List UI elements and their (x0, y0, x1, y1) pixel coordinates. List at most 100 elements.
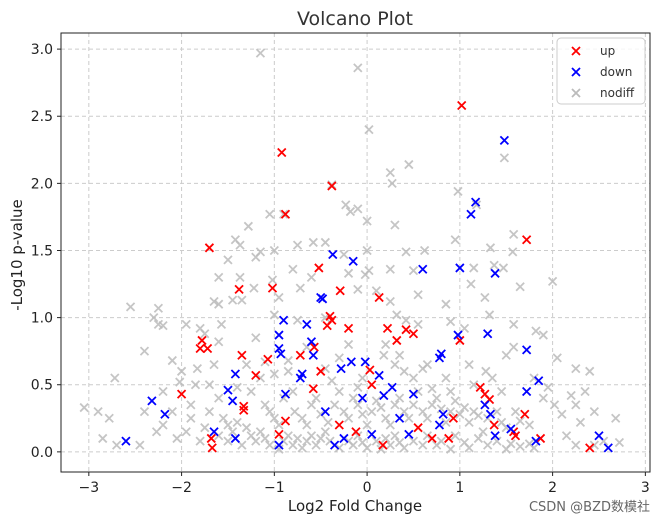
data-point-nodiff (190, 380, 201, 390)
data-point-nodiff (353, 382, 363, 393)
series-up (176, 100, 595, 453)
data-point-nodiff (371, 286, 382, 296)
data-point-nodiff (158, 420, 168, 430)
data-point-down (348, 256, 358, 266)
data-point-up (334, 420, 344, 430)
data-point-down (408, 389, 419, 399)
data-point-nodiff (357, 373, 368, 383)
data-point-nodiff (362, 216, 372, 226)
data-point-nodiff (218, 413, 228, 423)
data-point-down (295, 373, 305, 383)
data-point-up (427, 433, 437, 444)
data-point-down (531, 436, 541, 446)
data-point-nodiff (278, 209, 289, 219)
data-point-nodiff (195, 436, 205, 446)
data-point-nodiff (399, 406, 409, 417)
plot-frame (60, 32, 651, 473)
data-point-nodiff (473, 433, 484, 444)
data-point-nodiff (481, 366, 491, 376)
data-point-nodiff (181, 427, 191, 437)
data-point-nodiff (327, 376, 337, 386)
data-point-down (387, 382, 397, 393)
data-point-nodiff (418, 406, 428, 417)
data-point-nodiff (509, 229, 519, 240)
data-point-down (320, 406, 330, 417)
data-point-nodiff (297, 413, 307, 423)
data-point-nodiff (445, 444, 456, 454)
data-point-nodiff (364, 125, 374, 135)
data-point-nodiff (302, 420, 312, 430)
data-point-nodiff (223, 420, 233, 430)
data-point-nodiff (306, 272, 317, 282)
data-point-nodiff (288, 386, 298, 397)
watermark-text: CSDN @BZD数模社 (529, 499, 650, 515)
data-point-nodiff (306, 400, 317, 410)
data-point-up (343, 323, 354, 333)
x-tick-label: 3 (641, 480, 650, 496)
data-point-nodiff (255, 48, 266, 58)
data-point-down (455, 263, 465, 273)
data-point-nodiff (269, 245, 279, 256)
data-point-nodiff (235, 240, 245, 250)
data-point-nodiff (274, 292, 284, 303)
data-point-nodiff (571, 400, 581, 410)
data-point-nodiff (485, 243, 496, 253)
data-point-down (438, 409, 448, 419)
data-point-nodiff (216, 319, 227, 329)
data-point-nodiff (158, 321, 168, 331)
data-point-nodiff (93, 406, 103, 417)
data-point-nodiff (125, 302, 136, 312)
data-point-down (306, 337, 317, 347)
data-point-up (520, 409, 530, 419)
y-axis-label: -Log10 p-value (8, 199, 26, 311)
data-point-down (434, 353, 445, 363)
data-point-nodiff (385, 167, 395, 178)
data-point-up (234, 284, 244, 295)
data-point-nodiff (469, 380, 479, 390)
data-point-nodiff (419, 245, 430, 256)
data-point-nodiff (445, 406, 456, 417)
data-point-nodiff (283, 431, 293, 441)
data-point-nodiff (343, 413, 354, 423)
data-point-down (336, 363, 346, 374)
data-point-nodiff (480, 292, 490, 303)
data-point-up (280, 416, 291, 426)
data-point-nodiff (237, 295, 247, 305)
data-point-up (327, 181, 337, 191)
data-point-nodiff (158, 386, 168, 397)
data-point-down (209, 427, 219, 437)
series-down (121, 135, 613, 453)
data-point-nodiff (329, 400, 340, 410)
data-point-nodiff (357, 409, 368, 419)
data-point-nodiff (413, 290, 423, 300)
data-point-up (204, 243, 215, 253)
data-point-up (322, 321, 332, 331)
data-point-up (378, 440, 388, 450)
data-point-nodiff (175, 377, 185, 387)
legend-marker-nodiff (571, 88, 581, 98)
data-point-nodiff (360, 270, 370, 280)
data-point-nodiff (524, 420, 535, 430)
data-point-nodiff (139, 346, 150, 356)
data-point-nodiff (464, 443, 474, 453)
data-point-nodiff (283, 366, 293, 376)
grid-lines (61, 33, 650, 472)
data-point-nodiff (153, 303, 164, 313)
data-point-nodiff (385, 420, 395, 430)
data-point-nodiff (251, 252, 261, 262)
data-point-up (367, 380, 377, 390)
data-point-down (316, 292, 326, 303)
data-point-nodiff (367, 406, 377, 417)
data-point-nodiff (223, 436, 233, 446)
data-point-down (160, 409, 170, 419)
data-point-nodiff (306, 431, 317, 441)
data-point-nodiff (445, 317, 456, 327)
y-tick-label: 2.5 (31, 109, 53, 125)
data-point-down (379, 390, 389, 401)
data-point-nodiff (566, 390, 576, 401)
data-point-up (475, 382, 485, 393)
data-point-down (328, 249, 338, 260)
data-point-nodiff (316, 409, 326, 419)
data-point-up (382, 323, 393, 333)
